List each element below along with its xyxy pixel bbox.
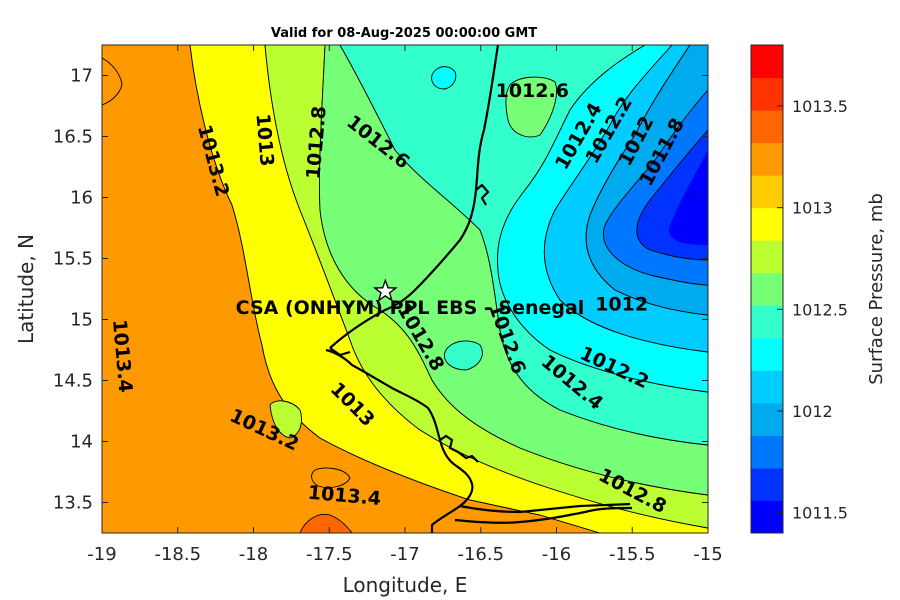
colorbar-swatch <box>751 337 783 371</box>
aqua-blob-center <box>444 340 483 371</box>
x-tick-label: -15.5 <box>609 544 656 565</box>
colorbar-swatch <box>751 467 783 501</box>
y-tick-label: 16 <box>70 188 93 209</box>
cyan-blob-north <box>431 66 457 90</box>
colorbar-swatch <box>751 500 783 534</box>
colorbar-swatch <box>751 45 783 79</box>
green-blob-north <box>505 76 557 138</box>
red-blob-south <box>299 513 353 533</box>
y-axis-label: Latitude, N <box>14 234 38 344</box>
site-marker <box>372 278 398 302</box>
y-tick-label: 14.5 <box>53 371 93 392</box>
x-tick-label: -17.5 <box>306 544 353 565</box>
site-label: CSA (ONHYM) PPL EBS - Senegal <box>236 297 585 319</box>
orange-blob-nw <box>102 57 123 106</box>
map-title: Valid for 08-Aug-2025 00:00:00 GMT <box>271 26 537 41</box>
x-tick-label: -16.5 <box>457 544 504 565</box>
contour-label: 1012.6 <box>496 80 569 102</box>
y-tick-label: 17 <box>70 66 93 87</box>
orange-blob-south <box>311 467 351 489</box>
colorbar-swatch <box>751 240 783 274</box>
contour-label: 1012 <box>595 293 648 315</box>
colorbar-swatch <box>751 77 783 111</box>
colorbar-tick-label: 1013 <box>792 199 833 218</box>
x-tick-label: -15 <box>693 544 722 565</box>
colorbar-swatch <box>751 110 783 144</box>
y-tick-label: 14 <box>70 432 93 453</box>
x-tick-label: -16 <box>542 544 571 565</box>
x-tick-label: -18.5 <box>154 544 201 565</box>
colorbar-tick-label: 1011.5 <box>792 504 848 523</box>
colorbar-swatch <box>751 175 783 209</box>
colorbar-swatch <box>751 272 783 306</box>
x-axis-label: Longitude, E <box>343 573 468 597</box>
colorbar-frame <box>750 44 784 534</box>
ygreen-blob-sw <box>269 400 302 439</box>
x-axis-ticks: -19 -18.5 -18 -17.5 -17 -16.5 -16 -15.5 -15 <box>87 45 723 565</box>
colorbar-swatch <box>751 435 783 469</box>
colorbar-swatch <box>751 207 783 241</box>
coastline <box>325 45 633 533</box>
colorbar-swatch <box>751 402 783 436</box>
x-tick-label: -19 <box>87 544 116 565</box>
x-tick-label: -17 <box>390 544 419 565</box>
contour-label: 1013 <box>251 113 278 168</box>
colorbar-swatch <box>751 142 783 176</box>
y-axis-ticks: 13.5 14 14.5 15 15.5 16 16.5 17 <box>53 66 708 514</box>
y-tick-label: 13.5 <box>53 493 93 514</box>
colorbar-tick-label: 1012.5 <box>792 300 848 319</box>
y-tick-label: 15.5 <box>53 249 93 270</box>
colorbar-tick-label: 1013.5 <box>792 97 848 116</box>
colorbar-tick-label: 1012 <box>792 402 833 421</box>
x-tick-label: -18 <box>239 544 268 565</box>
colorbar <box>751 45 783 534</box>
star-icon <box>372 278 398 302</box>
colorbar-swatch <box>751 305 783 339</box>
band-1011.4 <box>669 150 708 245</box>
pressure-field <box>102 45 708 533</box>
colorbar-label: Surface Pressure, mb <box>866 193 887 385</box>
y-tick-label: 15 <box>70 310 93 331</box>
colorbar-swatch <box>751 370 783 404</box>
colorbar-ticks: 1011.5 1012 1012.5 1013 1013.5 <box>777 97 848 523</box>
y-tick-label: 16.5 <box>53 127 93 148</box>
